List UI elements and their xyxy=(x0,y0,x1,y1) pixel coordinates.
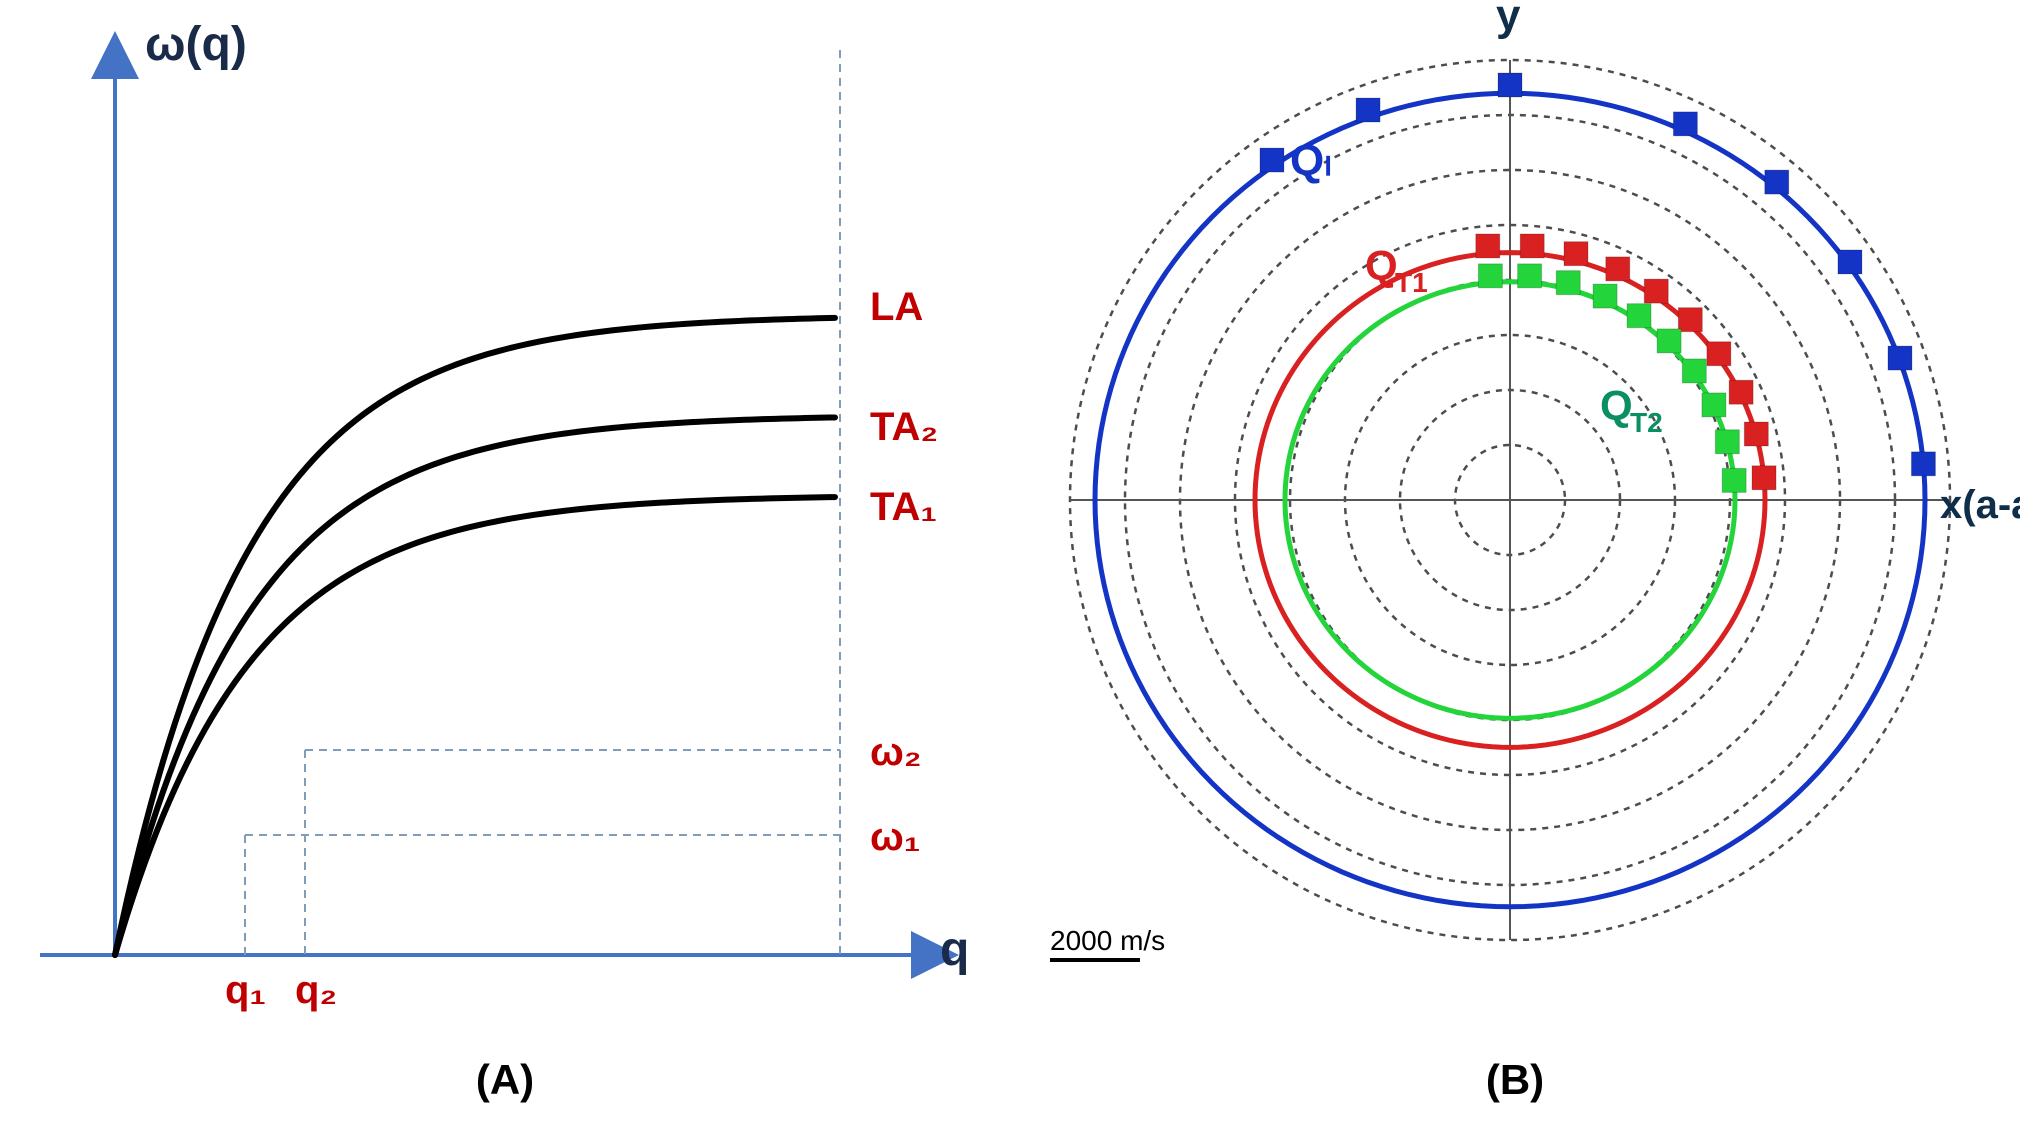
svg-text:T1: T1 xyxy=(1395,267,1428,298)
svg-text:q₁: q₁ xyxy=(225,968,266,1012)
panel-a: ω(q) q LA TA₂ TA₁ q₁ q₂ ω₁ ω₂ (A) xyxy=(0,0,1010,1124)
svg-text:ω(q): ω(q) xyxy=(145,18,247,71)
svg-text:T2: T2 xyxy=(1630,407,1663,438)
svg-text:y: y xyxy=(1496,0,1521,40)
svg-text:ω₂: ω₂ xyxy=(870,730,922,774)
svg-text:x(a-axis): x(a-axis) xyxy=(1940,483,2020,527)
svg-text:Q: Q xyxy=(1600,382,1633,429)
panel-a-svg: ω(q) q LA TA₂ TA₁ q₁ q₂ ω₁ ω₂ xyxy=(0,0,1000,1050)
svg-text:TA₁: TA₁ xyxy=(870,485,937,529)
svg-text:2000 m/s: 2000 m/s xyxy=(1050,925,1165,956)
panel-a-label: (A) xyxy=(0,1056,1010,1104)
svg-text:q: q xyxy=(940,923,969,976)
svg-text:LA: LA xyxy=(870,285,923,329)
svg-text:Q: Q xyxy=(1365,242,1398,289)
svg-text:ω₁: ω₁ xyxy=(870,815,920,859)
svg-text:Qₗ: Qₗ xyxy=(1290,136,1332,185)
panel-b: yx(a-axis)QₗQT1QT22000 m/s (B) xyxy=(1010,0,2020,1124)
panel-b-label: (B) xyxy=(1010,1056,2020,1104)
svg-text:q₂: q₂ xyxy=(295,968,337,1012)
panel-b-svg: yx(a-axis)QₗQT1QT22000 m/s xyxy=(1010,0,2020,1050)
svg-text:TA₂: TA₂ xyxy=(870,405,938,449)
